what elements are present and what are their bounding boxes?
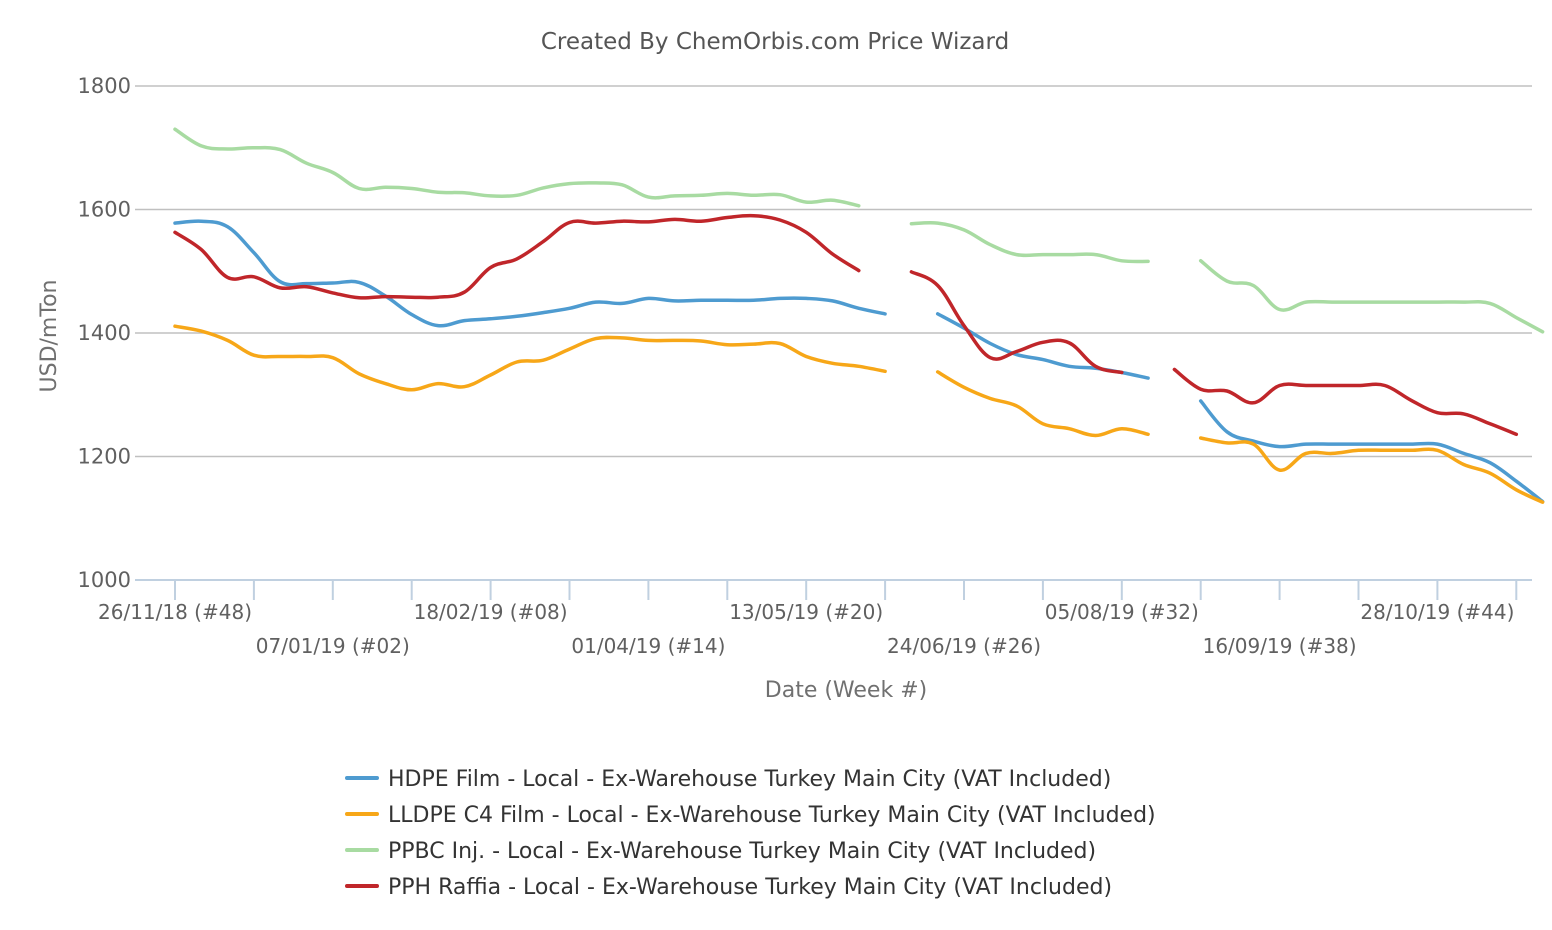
legend-label: PPBC Inj. - Local - Ex-Warehouse Turkey …	[388, 839, 1096, 864]
y-tick-label: 1000	[78, 568, 131, 592]
x-tick-label: 26/11/18 (#48)	[98, 600, 252, 624]
legend-item: PPBC Inj. - Local - Ex-Warehouse Turkey …	[345, 839, 1096, 864]
y-tick-label: 1800	[78, 74, 131, 98]
grid-lines	[135, 85, 1532, 458]
chart-title: Created By ChemOrbis.com Price Wizard	[541, 29, 1009, 55]
x-axis-tick-labels: 26/11/18 (#48)07/01/19 (#02)18/02/19 (#0…	[98, 600, 1514, 658]
x-tick-label: 24/06/19 (#26)	[887, 634, 1041, 658]
y-axis-tick-labels: 1000 1200 1400 1600 1800	[78, 74, 131, 592]
x-tick-label: 18/02/19 (#08)	[414, 600, 568, 624]
x-tick-label: 13/05/19 (#20)	[729, 600, 883, 624]
legend-label: HDPE Film - Local - Ex-Warehouse Turkey …	[388, 767, 1111, 792]
series-1	[173, 219, 1545, 504]
series-line	[1198, 399, 1545, 504]
series-lines	[173, 127, 1545, 504]
series-line	[173, 219, 887, 328]
y-tick-label: 1400	[78, 321, 131, 345]
x-tick-label: 16/09/19 (#38)	[1203, 634, 1357, 658]
series-4	[173, 213, 1519, 437]
x-tick-label: 28/10/19 (#44)	[1360, 600, 1514, 624]
y-tick-label: 1600	[78, 198, 131, 222]
series-line	[935, 370, 1150, 438]
x-tick-label: 05/08/19 (#32)	[1045, 600, 1199, 624]
series-line	[173, 127, 861, 208]
series-line	[1172, 367, 1519, 437]
legend-item: HDPE Film - Local - Ex-Warehouse Turkey …	[345, 767, 1111, 792]
y-axis-title: USD/mTon	[37, 280, 62, 393]
series-line	[173, 324, 887, 392]
legend-item: LLDPE C4 Film - Local - Ex-Warehouse Tur…	[345, 803, 1156, 828]
x-tick-label: 07/01/19 (#02)	[256, 634, 410, 658]
series-line	[909, 270, 1124, 375]
x-axis	[135, 579, 1532, 600]
y-tick-label: 1200	[78, 445, 131, 469]
legend: HDPE Film - Local - Ex-Warehouse Turkey …	[345, 767, 1156, 900]
series-2	[173, 324, 1545, 504]
series-line	[1198, 436, 1545, 504]
series-3	[173, 127, 1545, 334]
legend-item: PPH Raffia - Local - Ex-Warehouse Turkey…	[345, 875, 1112, 900]
series-line	[1198, 259, 1545, 334]
legend-label: LLDPE C4 Film - Local - Ex-Warehouse Tur…	[388, 803, 1156, 828]
x-axis-title: Date (Week #)	[765, 678, 927, 703]
series-line	[909, 220, 1150, 264]
x-tick-label: 01/04/19 (#14)	[571, 634, 725, 658]
legend-label: PPH Raffia - Local - Ex-Warehouse Turkey…	[388, 875, 1112, 900]
series-line	[173, 213, 861, 300]
series-line	[935, 312, 1150, 380]
